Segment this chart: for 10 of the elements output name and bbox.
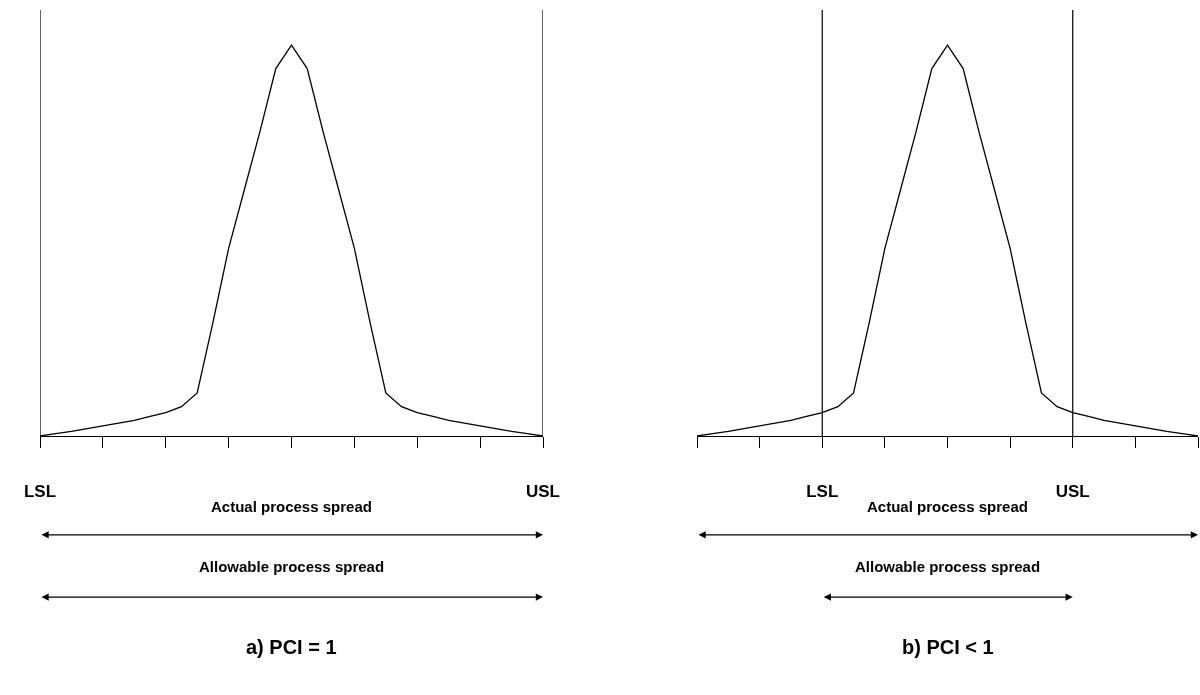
text: Allowable process spread [855,558,1041,575]
text: b) PCI < 1 [902,636,994,658]
x-tick-label: LSL [23,481,57,501]
text: a) PCI = 1 [246,636,337,658]
x-tick-label: LSL [806,481,839,501]
text: Allowable process spread [199,558,385,575]
text: Actual process spread [211,498,372,515]
text: Actual process spread [867,498,1028,515]
x-tick-label: USL [526,481,560,501]
x-tick-label: USL [1055,481,1090,501]
